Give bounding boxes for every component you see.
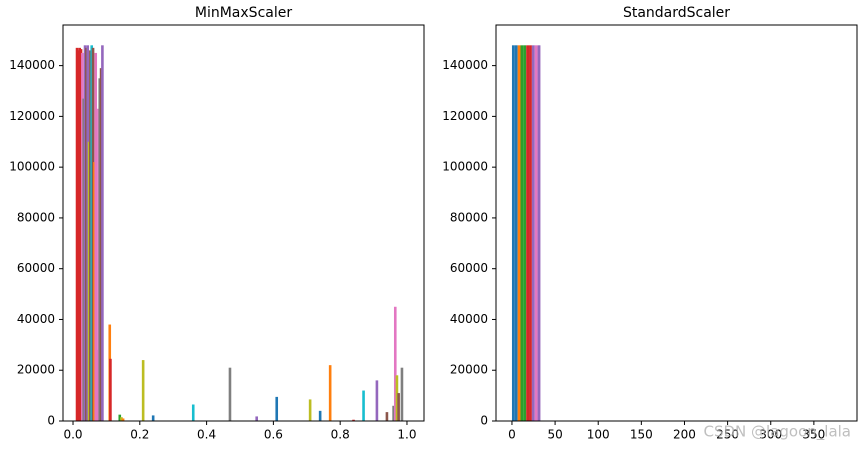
bar: [352, 419, 355, 421]
x-tick-label: 0.4: [197, 428, 216, 442]
histogram-bar: [517, 45, 521, 422]
bar: [95, 349, 99, 421]
bar: [121, 418, 125, 421]
bar: [83, 45, 87, 422]
x-tick-label: 0.2: [130, 428, 149, 442]
y-tick-label: 120000: [442, 109, 488, 123]
x-tick-label: 250: [716, 428, 739, 442]
x-tick-label: 0.6: [264, 428, 283, 442]
bar: [393, 306, 397, 421]
histogram-bar: [537, 45, 541, 422]
bar: [191, 404, 195, 421]
x-tick-label: 0.0: [63, 428, 82, 442]
y-tick-label: 0: [480, 414, 488, 428]
x-tick-label: 0: [508, 428, 516, 442]
y-tick-label: 60000: [450, 261, 488, 275]
bar: [275, 396, 279, 421]
bar: [82, 98, 86, 421]
bar: [79, 49, 83, 421]
bar: [78, 47, 81, 421]
y-tick-label: 80000: [450, 210, 488, 224]
y-tick-label: 120000: [9, 109, 55, 123]
bar: [77, 50, 80, 422]
histogram-bar: [529, 45, 532, 422]
x-tick-label: 150: [630, 428, 653, 442]
bar: [362, 390, 365, 421]
y-tick-label: 40000: [450, 312, 488, 326]
plot-frame: [62, 24, 425, 422]
bar: [90, 45, 94, 422]
bar: [86, 45, 90, 422]
bar: [101, 45, 104, 422]
histogram-bar: [531, 45, 535, 422]
histogram-bar: [511, 45, 515, 422]
y-tick-label: 0: [47, 414, 55, 428]
y-tick-label: 60000: [17, 261, 55, 275]
bar: [93, 162, 96, 422]
bar: [87, 141, 91, 421]
bar: [308, 399, 312, 421]
bar: [375, 380, 379, 421]
bar: [400, 367, 404, 421]
bar: [99, 68, 103, 422]
bar: [94, 52, 98, 422]
bar: [97, 108, 100, 422]
bar: [151, 415, 155, 421]
histogram-bar: [520, 45, 524, 422]
bar: [318, 410, 322, 421]
histogram-bar: [534, 45, 538, 422]
x-tick-label: 100: [587, 428, 610, 442]
y-tick-label: 40000: [17, 312, 55, 326]
y-tick-label: 100000: [442, 160, 488, 174]
bar: [385, 412, 389, 421]
bar: [120, 417, 123, 421]
x-tick-label: 50: [547, 428, 562, 442]
bar: [392, 405, 395, 421]
bar: [89, 50, 92, 422]
bar: [75, 47, 79, 421]
bar: [141, 360, 145, 421]
x-tick-label: 0.8: [331, 428, 350, 442]
y-tick-label: 140000: [9, 58, 55, 72]
chart-title: StandardScaler: [623, 5, 730, 21]
chart-title: MinMaxScaler: [195, 5, 292, 21]
y-tick-label: 100000: [9, 160, 55, 174]
bar: [85, 47, 88, 421]
bar: [91, 47, 95, 421]
bar: [255, 416, 258, 421]
bar: [98, 78, 102, 422]
histogram-bar: [514, 45, 518, 422]
x-tick-label: 350: [802, 428, 825, 442]
x-tick-label: 200: [673, 428, 696, 442]
plot-frame: [495, 24, 858, 422]
bar: [228, 367, 232, 421]
watermark: CSDN @lagoon_lala: [704, 423, 852, 442]
x-tick-label: 1.0: [397, 428, 416, 442]
y-tick-label: 20000: [17, 363, 55, 377]
histogram-bar: [526, 45, 530, 422]
bar: [328, 365, 332, 421]
x-tick-label: 300: [759, 428, 782, 442]
bar: [81, 52, 84, 422]
histogram-bar: [523, 45, 527, 422]
bar: [118, 414, 122, 421]
bar: [395, 375, 399, 421]
y-tick-label: 20000: [450, 363, 488, 377]
bar: [397, 393, 400, 421]
y-tick-label: 140000: [442, 58, 488, 72]
bar: [109, 358, 112, 421]
y-tick-label: 80000: [17, 210, 55, 224]
